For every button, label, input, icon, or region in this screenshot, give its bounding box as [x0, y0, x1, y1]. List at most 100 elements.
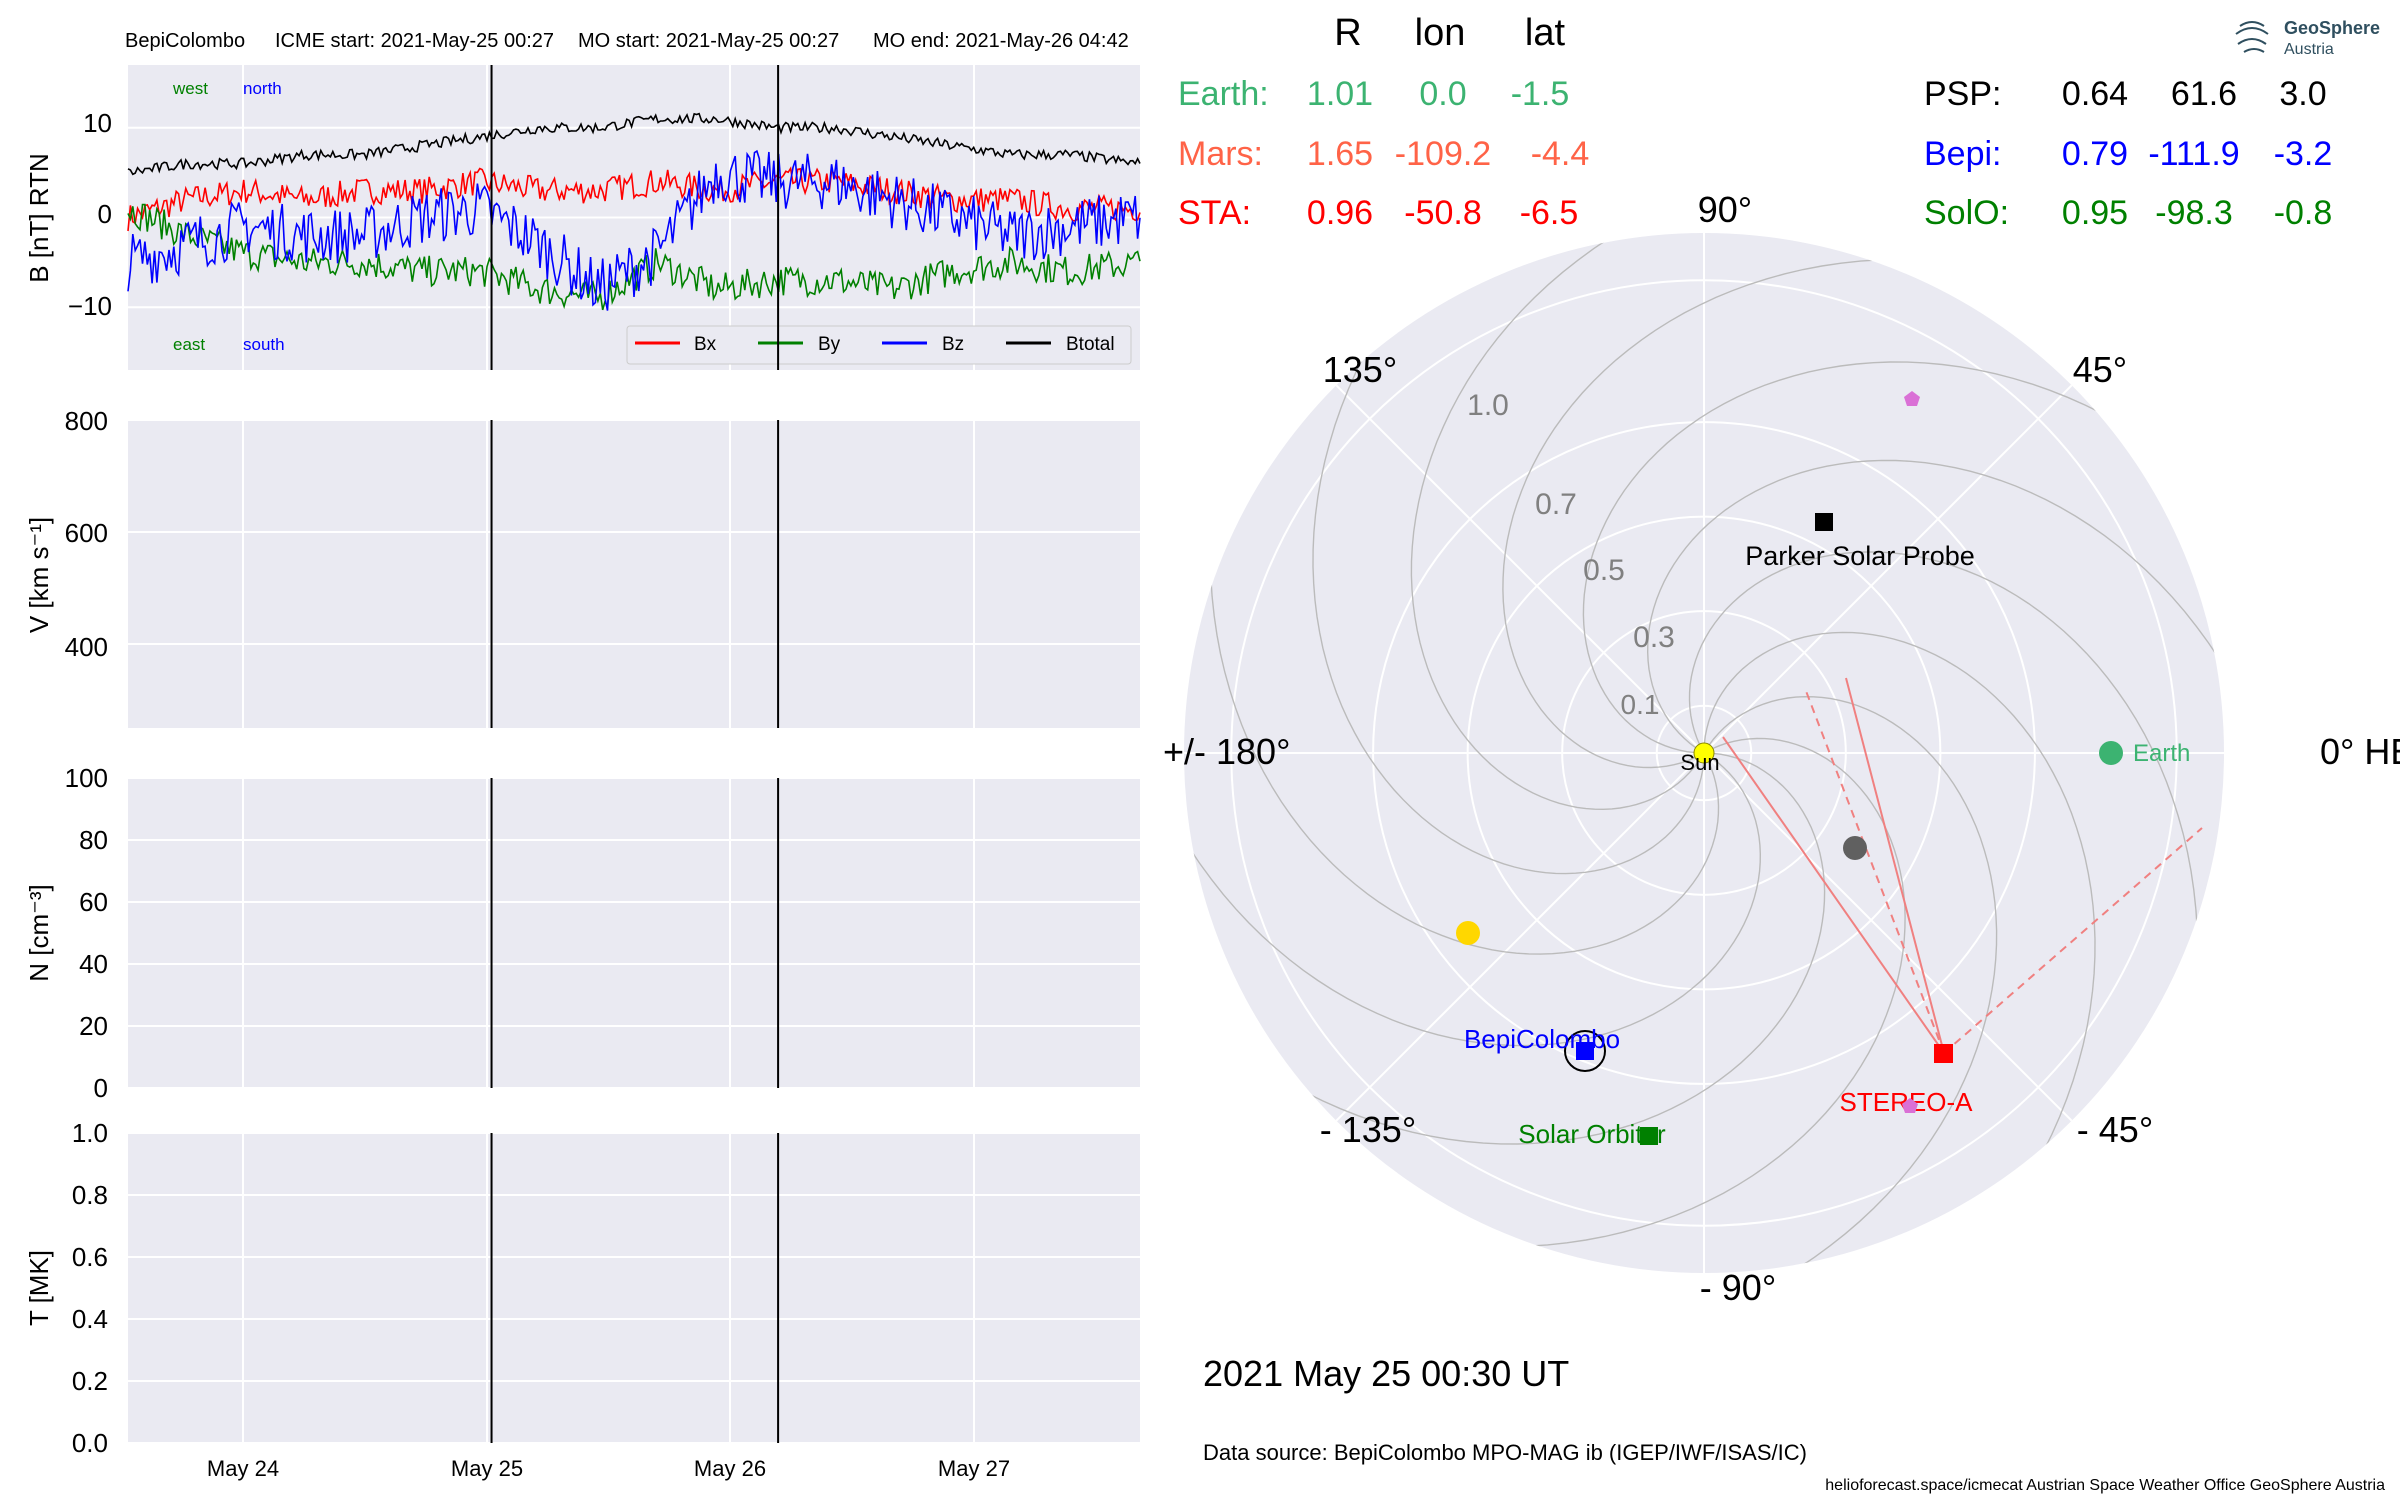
table-value: 1.01 — [1307, 75, 1373, 113]
table-value: -6.5 — [1520, 194, 1579, 232]
radial-label: 0.3 — [1633, 621, 1675, 654]
angular-gridline — [1703, 752, 2073, 1122]
radial-label: 0.1 — [1621, 689, 1660, 720]
parker-spiral — [1703, 631, 2096, 1273]
label-south: south — [243, 335, 285, 354]
parker-spiral — [1209, 326, 1720, 955]
radial-label: 1.0 — [1467, 389, 1509, 422]
ytick-label: 80 — [79, 825, 108, 855]
table-value: -111.9 — [2148, 135, 2239, 173]
ytick-label: 0.2 — [72, 1366, 108, 1396]
polar-grid — [1184, 233, 2224, 1273]
ytick-label: 10 — [83, 108, 112, 138]
planet-marker — [1843, 836, 1867, 860]
parker-spiral — [1184, 752, 1826, 1145]
panel-background — [128, 1133, 1140, 1443]
angle-label: - 45° — [2077, 1109, 2153, 1150]
radial-label: 0.5 — [1583, 554, 1625, 587]
field-series-lines — [127, 112, 1141, 311]
datetime-label: 2021 May 25 00:30 UT — [1203, 1353, 1569, 1394]
table-value: -4.4 — [1531, 135, 1590, 173]
ytick-label: 0.6 — [72, 1242, 108, 1272]
logo-line2: Austria — [2284, 41, 2334, 58]
series-bz — [127, 149, 1141, 311]
angular-gridline — [1335, 752, 1705, 1122]
pentagon-marker — [1904, 391, 1920, 406]
positions-table: R lon lat Earth: 1.01 0.0 -1.5 Mars: 1.6… — [1178, 12, 2332, 232]
table-value: 0.95 — [2062, 194, 2128, 232]
series-btotal — [127, 112, 1141, 176]
parker-spiral — [1502, 258, 2131, 769]
pentagon-marker — [1902, 1098, 1918, 1113]
xtick-label: May 27 — [938, 1456, 1010, 1481]
legend-label-by: By — [818, 334, 841, 355]
angle-label: - 90° — [1700, 1267, 1776, 1308]
series-by — [127, 203, 1141, 311]
cme-line-dashed — [1943, 827, 2203, 1054]
solo-marker — [1640, 1127, 1658, 1145]
table-value: -98.3 — [2155, 194, 2233, 232]
ytick-label: 800 — [65, 406, 108, 436]
panel-temperature: 1.0 0.8 0.6 0.4 0.2 0.0 T [MK] — [24, 1118, 1140, 1458]
table-value: -109.2 — [1395, 135, 1491, 173]
table-header-lon: lon — [1415, 12, 1466, 54]
ylabel-t: T [MK] — [24, 1250, 54, 1326]
parker-spiral — [1312, 233, 1705, 875]
geosphere-logo: GeoSphere Austria — [2235, 18, 2380, 58]
data-source-label: Data source: BepiColombo MPO-MAG ib (IGE… — [1203, 1440, 1807, 1465]
polar-positions-plot: 0.1 0.3 0.5 0.7 1.0 0° HEEQ 45° 90° 135°… — [1163, 189, 2400, 1308]
panel-grid — [128, 777, 1140, 1089]
planet-marker — [1456, 921, 1480, 945]
parker-spiral — [1688, 551, 2199, 1180]
table-value: -3.2 — [2274, 135, 2333, 173]
credits-label: helioforecast.space/icmecat Austrian Spa… — [1825, 1477, 2385, 1494]
table-value: 3.0 — [2279, 75, 2326, 113]
cme-lines — [1722, 677, 2203, 1054]
panel-magnetic-field: 10 0 −10 B [nT] RTN west north east sout… — [24, 65, 1141, 370]
angular-gridline — [1335, 384, 1705, 754]
ytick-label: 400 — [65, 632, 108, 662]
table-value: 0.64 — [2062, 75, 2128, 113]
xtick-label: May 25 — [451, 1456, 523, 1481]
table-name-mars: Mars: — [1178, 135, 1263, 173]
ylabel-n: N [cm⁻³] — [24, 884, 54, 982]
table-value: 0.0 — [1419, 75, 1466, 113]
ytick-label: 1.0 — [72, 1118, 108, 1148]
solo-label: Solar Orbiter — [1518, 1119, 1666, 1149]
header-spacecraft: BepiColombo — [125, 30, 245, 52]
xtick-label: May 24 — [207, 1456, 279, 1481]
radial-label: 0.7 — [1535, 488, 1577, 521]
parker-spiral — [1646, 459, 2224, 901]
earth-label: Earth — [2133, 740, 2190, 767]
ytick-label: 0 — [94, 1073, 108, 1103]
parker-spiral — [1410, 233, 1852, 811]
panel-background — [128, 420, 1140, 728]
table-value: 1.65 — [1307, 135, 1373, 173]
legend-label-bz: Bz — [942, 334, 964, 355]
bepi-label: BepiColombo — [1464, 1024, 1620, 1054]
logo-line1: GeoSphere — [2284, 18, 2380, 38]
cme-line — [1845, 677, 1945, 1054]
header-mo-end: MO end: 2021-May-26 04:42 — [873, 30, 1129, 52]
cme-line-dashed — [1805, 690, 1945, 1054]
ytick-label: 40 — [79, 949, 108, 979]
psp-label: Parker Solar Probe — [1745, 541, 1975, 571]
ytick-label: 0.4 — [72, 1304, 108, 1334]
parker-spiral — [1277, 737, 1906, 1248]
spiral-group — [1184, 233, 2224, 1273]
series-bx — [127, 166, 1141, 232]
angle-label: - 135° — [1320, 1109, 1416, 1150]
angle-label: 45° — [2073, 349, 2127, 390]
parker-spiral — [1582, 361, 2224, 754]
legend-label-bx: Bx — [694, 334, 717, 355]
table-value: -1.5 — [1511, 75, 1570, 113]
bepi-ring — [1564, 1030, 1606, 1072]
angle-label: +/- 180° — [1163, 731, 1290, 772]
field-legend: Bx By Bz Btotal — [626, 325, 1132, 365]
ytick-label: 0.8 — [72, 1180, 108, 1210]
panel-speed: 800 600 400 V [km s⁻¹] — [24, 406, 1140, 728]
parker-spiral — [1184, 605, 1762, 1047]
table-value: -50.8 — [1404, 194, 1482, 232]
table-name-psp: PSP: — [1924, 75, 2001, 113]
table-name-earth: Earth: — [1178, 75, 1269, 113]
